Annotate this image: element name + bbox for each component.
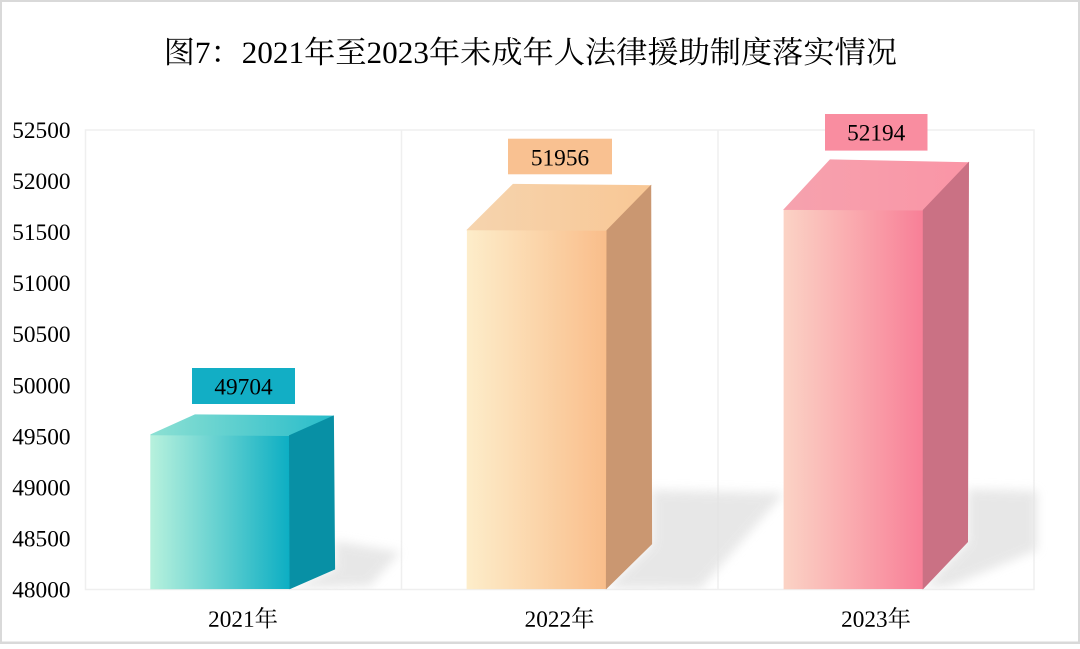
svg-text:49500: 49500: [12, 424, 70, 450]
svg-text:50000: 50000: [12, 373, 70, 399]
svg-text:52500: 52500: [12, 118, 70, 144]
svg-text:48000: 48000: [12, 578, 70, 604]
svg-text:50500: 50500: [12, 322, 70, 348]
svg-text:51000: 51000: [12, 271, 70, 297]
svg-text:52194: 52194: [847, 121, 906, 147]
svg-text:51956: 51956: [531, 145, 589, 171]
svg-text:49000: 49000: [12, 475, 70, 501]
svg-text:49704: 49704: [214, 375, 273, 401]
svg-text:48500: 48500: [12, 527, 70, 553]
svg-text:52000: 52000: [12, 169, 70, 195]
svg-text:51500: 51500: [12, 220, 70, 246]
